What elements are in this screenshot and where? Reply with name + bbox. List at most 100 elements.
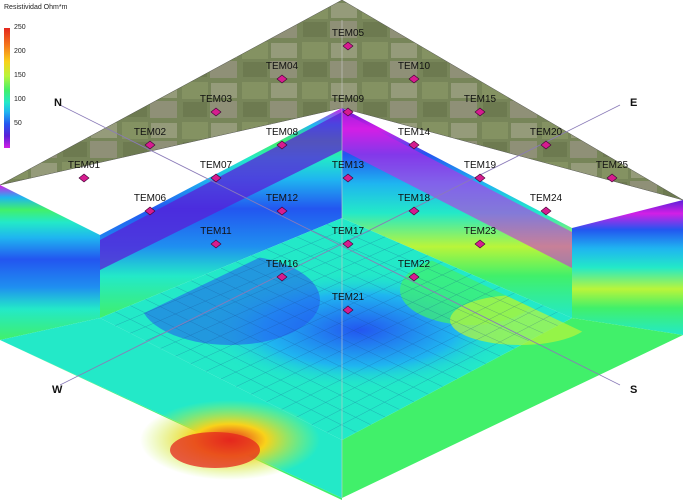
- legend-tick-50: 50: [14, 120, 22, 127]
- station-label: TEM20: [530, 127, 563, 138]
- station-marker: [210, 107, 222, 117]
- legend-tick-200: 200: [14, 48, 26, 55]
- grid-line: [251, 280, 486, 395]
- compass-north-label: N: [54, 97, 62, 109]
- station-marker: [276, 74, 288, 84]
- station-label: TEM15: [464, 94, 497, 105]
- station-marker: [342, 305, 354, 315]
- compass-east-label: E: [630, 97, 638, 109]
- station-label: TEM23: [464, 226, 497, 237]
- grid-line: [145, 299, 386, 418]
- station-label: TEM14: [398, 127, 431, 138]
- station-label: TEM17: [332, 226, 365, 237]
- station-label: TEM02: [134, 127, 167, 138]
- compass-west-label: W: [52, 384, 63, 396]
- station-label: TEM06: [134, 193, 167, 204]
- station-label: TEM25: [596, 160, 629, 171]
- station-marker: [210, 239, 222, 249]
- grid-line: [145, 236, 386, 342]
- station-label: TEM10: [398, 61, 431, 72]
- station-label: TEM09: [332, 94, 365, 105]
- right-wall-section: [572, 200, 683, 335]
- grid-line: [115, 311, 357, 433]
- grid-line: [266, 249, 501, 357]
- grid-line: [160, 242, 400, 349]
- station-marker: [210, 173, 222, 183]
- grid-line: [175, 286, 414, 403]
- station-label: TEM05: [332, 28, 365, 39]
- grid-line: [130, 230, 371, 334]
- left-wall-section: [0, 185, 100, 340]
- grid-line: [236, 261, 472, 372]
- front-wall-southeast-fill: [342, 318, 683, 498]
- station-marker: [474, 107, 486, 117]
- grid-line: [220, 267, 458, 380]
- station-label: TEM04: [266, 61, 299, 72]
- grid-line: [205, 261, 443, 372]
- section-line-sw-ne: [59, 104, 621, 386]
- grid-line: [236, 274, 472, 387]
- station-marker: [474, 173, 486, 183]
- station-marker: [408, 206, 420, 216]
- grid-line: [311, 305, 544, 425]
- station-marker: [606, 173, 618, 183]
- station-label: TEM16: [266, 259, 299, 270]
- grid-line: [220, 267, 458, 380]
- station-label: TEM08: [266, 127, 299, 138]
- station-marker: [144, 140, 156, 150]
- grid-line: [281, 242, 515, 349]
- station-label: TEM24: [530, 193, 563, 204]
- model-grid: [115, 224, 558, 433]
- station-label: TEM21: [332, 292, 365, 303]
- station-marker: [276, 272, 288, 282]
- low-resistivity-band-east: [342, 112, 572, 268]
- station-label: TEM18: [398, 193, 431, 204]
- grid-line: [130, 305, 371, 425]
- station-marker: [342, 41, 354, 51]
- station-marker: [342, 239, 354, 249]
- station-label: TEM12: [266, 193, 299, 204]
- station-marker: [342, 173, 354, 183]
- grid-line: [326, 224, 558, 326]
- legend-tick-250: 250: [14, 24, 26, 31]
- grid-line: [205, 274, 443, 387]
- station-marker: [144, 206, 156, 216]
- station-label: TEM19: [464, 160, 497, 171]
- grid-line: [311, 230, 544, 334]
- station-marker: [276, 140, 288, 150]
- station-label: TEM13: [332, 160, 365, 171]
- grid-line: [326, 311, 558, 433]
- station-marker: [342, 107, 354, 117]
- resistivity-legend: Resistividad Ohm*m 250 200 150 100 50: [4, 4, 67, 152]
- high-resistivity-core: [170, 432, 260, 468]
- grid-line: [190, 255, 429, 364]
- station-marker: [408, 272, 420, 282]
- tem-stations: TEM01 TEM02 TEM03 TEM04 TEM05 TEM06 TEM07 TEM08…: [68, 28, 629, 315]
- station-marker: [408, 140, 420, 150]
- station-marker: [78, 173, 90, 183]
- grid-line: [296, 299, 529, 418]
- grid-line: [175, 249, 414, 357]
- station-label: TEM01: [68, 160, 101, 171]
- grid-line: [296, 236, 529, 342]
- grid-line: [251, 255, 486, 364]
- satellite-surface: [0, 0, 683, 201]
- station-marker: [276, 206, 288, 216]
- station-marker: [474, 239, 486, 249]
- low-resistivity-band-west: [100, 112, 342, 270]
- legend-tick-100: 100: [14, 96, 26, 103]
- station-label: TEM11: [200, 226, 232, 237]
- station-marker: [408, 74, 420, 84]
- compass-south-label: S: [630, 384, 638, 396]
- legend-color-bar: [4, 28, 10, 148]
- station-label: TEM03: [200, 94, 233, 105]
- legend-title: Resistividad Ohm*m: [4, 4, 68, 11]
- satellite-surface-shade: [0, 0, 683, 200]
- station-label: TEM22: [398, 259, 431, 270]
- station-label: TEM07: [200, 160, 233, 171]
- station-marker: [540, 140, 552, 150]
- station-marker: [540, 206, 552, 216]
- grid-line: [160, 292, 400, 410]
